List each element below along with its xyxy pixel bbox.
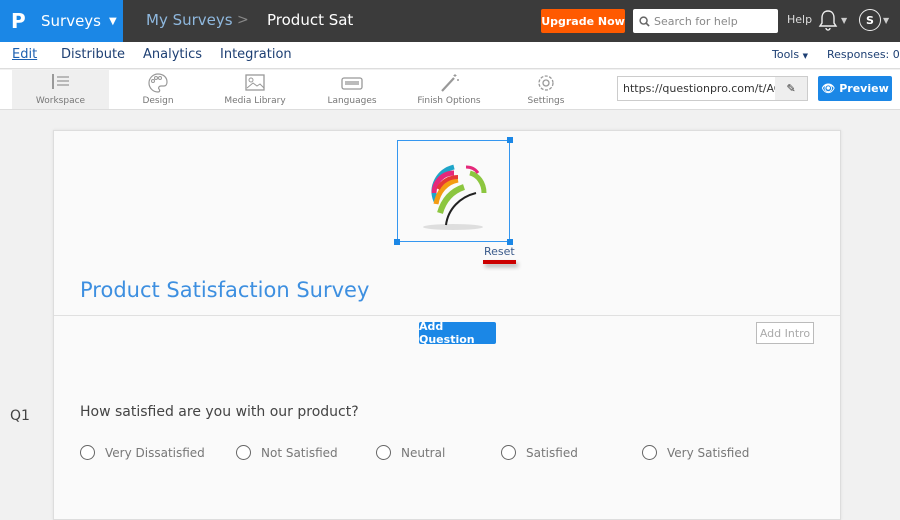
reset-underline <box>483 260 516 264</box>
tool-label: Design <box>142 96 174 106</box>
palette-icon <box>148 73 168 93</box>
tool-languages[interactable]: Languages <box>312 70 392 109</box>
tool-label: Media Library <box>224 96 286 106</box>
globe-logo-image <box>423 164 487 230</box>
radio-button[interactable] <box>236 445 251 460</box>
tool-label: Languages <box>327 96 377 106</box>
tool-label: Workspace <box>35 96 86 106</box>
tool-label: Finish Options <box>417 96 481 106</box>
preview-button[interactable]: 👁 Preview <box>818 76 892 101</box>
user-menu[interactable]: S ▼ <box>859 9 889 31</box>
tab-analytics[interactable]: Analytics <box>143 47 203 62</box>
tab-integration[interactable]: Integration <box>220 47 292 62</box>
responses-count[interactable]: Responses: 0 <box>827 48 900 61</box>
search-icon <box>639 15 650 27</box>
preview-label: Preview <box>839 82 889 95</box>
magic-wand-icon <box>441 74 459 92</box>
pencil-icon[interactable]: ✎ <box>775 77 807 100</box>
reset-logo-link[interactable]: Reset <box>484 245 515 258</box>
workspace-icon <box>51 74 69 89</box>
tools-menu[interactable]: Tools ▼ <box>772 48 808 61</box>
tool-media-library[interactable]: Media Library <box>215 70 295 109</box>
survey-logo[interactable] <box>394 137 513 245</box>
eye-icon: 👁 <box>821 82 836 95</box>
survey-url-field[interactable]: https://questionpro.com/t/AOh ✎ <box>617 76 808 101</box>
resize-handle[interactable] <box>394 239 400 245</box>
radio-button[interactable] <box>80 445 95 460</box>
image-icon <box>245 74 265 91</box>
breadcrumb-my-surveys[interactable]: My Surveys <box>146 11 233 29</box>
option-very-satisfied[interactable]: Very Satisfied <box>642 445 749 460</box>
radio-button[interactable] <box>501 445 516 460</box>
tools-label: Tools <box>772 48 800 61</box>
chevron-down-icon: ▼ <box>802 52 808 60</box>
tool-settings[interactable]: Settings <box>506 70 586 109</box>
brand-label: Surveys <box>41 12 101 30</box>
option-not-satisfied[interactable]: Not Satisfied <box>236 445 338 460</box>
resize-handle[interactable] <box>507 137 513 143</box>
breadcrumb-current: Product Sat <box>267 11 354 29</box>
survey-url: https://questionpro.com/t/AOh <box>623 82 776 95</box>
divider <box>54 315 840 316</box>
keyboard-icon <box>341 77 363 90</box>
tool-finish-options[interactable]: Finish Options <box>409 70 489 109</box>
notifications-button[interactable]: ▼ <box>818 9 847 31</box>
chevron-down-icon: ▼ <box>841 15 848 25</box>
search-placeholder: Search for help <box>654 14 738 28</box>
option-satisfied[interactable]: Satisfied <box>501 445 578 460</box>
radio-button[interactable] <box>642 445 657 460</box>
tool-label: Settings <box>527 96 565 106</box>
bell-icon <box>818 10 838 31</box>
add-intro-button[interactable]: Add Intro <box>756 322 814 344</box>
upgrade-button[interactable]: Upgrade Now <box>541 9 625 33</box>
chevron-down-icon: ▼ <box>883 15 890 25</box>
nav-bar <box>0 42 900 69</box>
option-label: Neutral <box>401 445 446 460</box>
option-label: Very Satisfied <box>667 445 750 460</box>
chevron-right-icon: > <box>237 12 249 28</box>
tool-workspace[interactable]: Workspace <box>12 70 109 109</box>
chevron-down-icon: ▼ <box>109 15 117 27</box>
help-search-input[interactable]: Search for help <box>633 9 778 33</box>
gear-icon <box>538 75 554 91</box>
help-link[interactable]: Help <box>787 13 813 26</box>
tool-design[interactable]: Design <box>118 70 198 109</box>
question-number: Q1 <box>10 408 30 424</box>
avatar: S <box>859 9 881 31</box>
resize-handle[interactable] <box>507 239 513 245</box>
radio-button[interactable] <box>376 445 391 460</box>
option-neutral[interactable]: Neutral <box>376 445 445 460</box>
survey-title[interactable]: Product Satisfaction Survey <box>80 278 370 302</box>
option-label: Not Satisfied <box>261 445 338 460</box>
option-label: Satisfied <box>526 445 578 460</box>
question-text[interactable]: How satisfied are you with our product? <box>80 404 359 420</box>
surveys-menu[interactable]: P Surveys ▼ <box>0 0 123 42</box>
tab-edit[interactable]: Edit <box>12 47 38 62</box>
brand-logo: P <box>11 9 26 33</box>
option-very-dissatisfied[interactable]: Very Dissatisfied <box>80 445 205 460</box>
tab-distribute[interactable]: Distribute <box>61 47 126 62</box>
add-question-button[interactable]: Add Question <box>419 320 496 346</box>
option-label: Very Dissatisfied <box>105 445 205 460</box>
